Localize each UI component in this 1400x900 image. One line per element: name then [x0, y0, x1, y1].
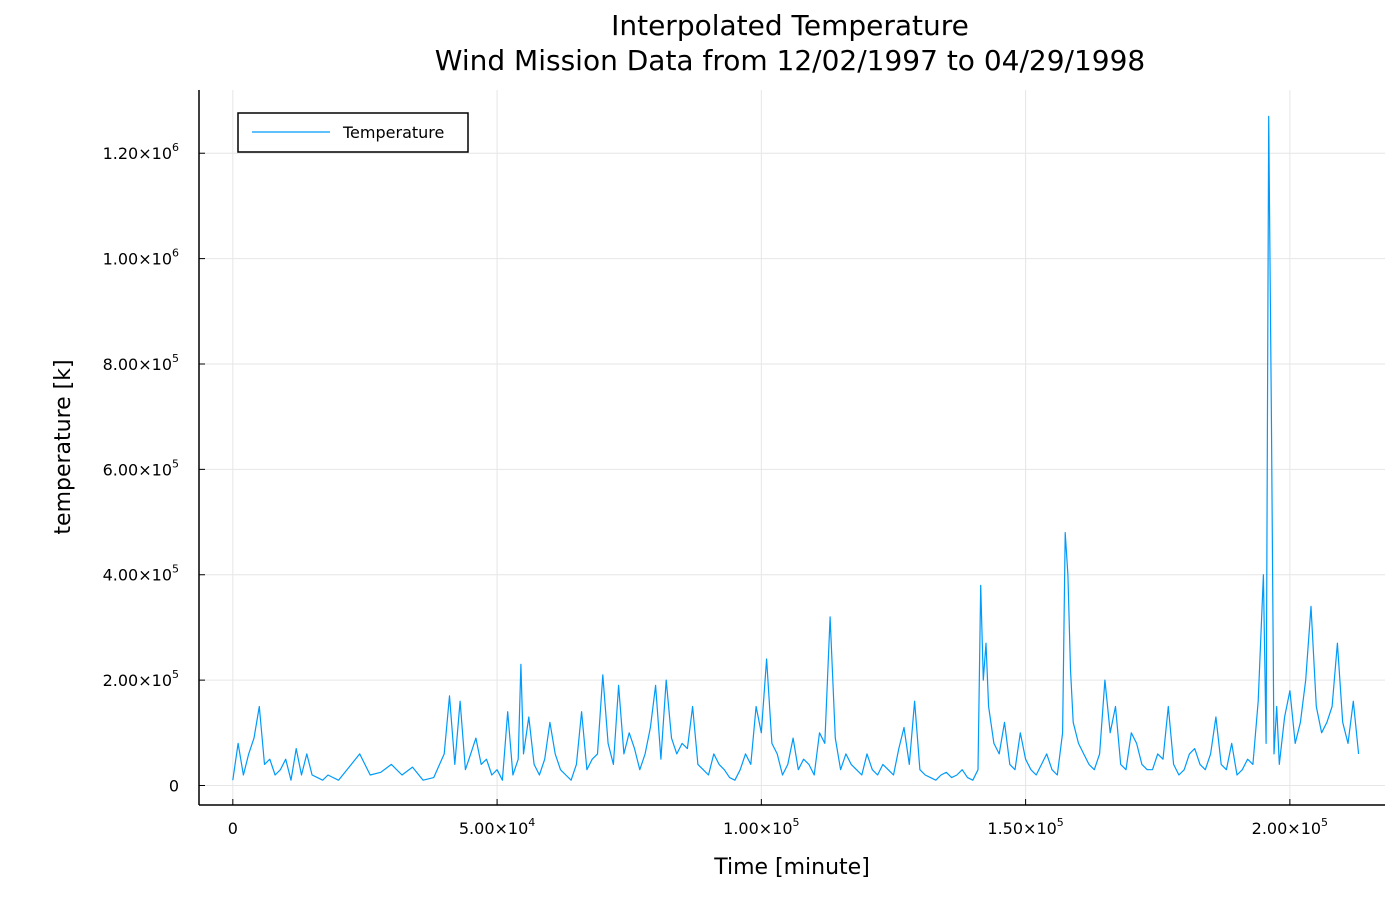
- y-tick-mantissa: 0: [169, 777, 179, 796]
- series-line-temperature: [232, 115, 1360, 781]
- y-tick-exponent: 5: [172, 563, 179, 576]
- y-tick-label: 6.00×105: [103, 457, 179, 479]
- y-tick-label: 1.00×106: [103, 247, 179, 269]
- x-tick-label: 2.00×105: [1252, 816, 1328, 838]
- x-tick-mantissa: 1.50×10: [987, 819, 1056, 838]
- grid: [199, 90, 1385, 805]
- x-tick-label: 1.50×105: [987, 816, 1063, 838]
- x-tick-label: 5.00×104: [459, 816, 535, 838]
- x-tick-exponent: 5: [1057, 816, 1064, 829]
- x-tick-label: 0: [228, 819, 238, 838]
- x-ticks: 0 5.00×104 1.00×105 1.50×105 2.00×105: [228, 799, 1328, 838]
- legend-box: [237, 112, 469, 153]
- plot-area: [232, 115, 1360, 781]
- legend: Temperature: [237, 112, 469, 153]
- y-tick-mantissa: 1.00×10: [103, 250, 172, 269]
- x-tick-exponent: 4: [528, 816, 535, 829]
- y-tick-mantissa: 6.00×10: [103, 460, 172, 479]
- x-tick-exponent: 5: [793, 816, 800, 829]
- y-tick-label: 8.00×105: [103, 352, 179, 374]
- chart-subtitle: Wind Mission Data from 12/02/1997 to 04/…: [435, 44, 1145, 77]
- y-tick-exponent: 6: [172, 141, 179, 154]
- x-tick-mantissa: 5.00×10: [459, 819, 528, 838]
- x-tick-label: 1.00×105: [723, 816, 799, 838]
- y-tick-mantissa: 2.00×10: [103, 671, 172, 690]
- x-tick-mantissa: 2.00×10: [1252, 819, 1321, 838]
- axes: [198, 90, 1385, 806]
- y-tick-mantissa: 8.00×10: [103, 355, 172, 374]
- y-tick-exponent: 5: [172, 352, 179, 365]
- y-tick-label: 2.00×105: [103, 668, 179, 690]
- y-ticks: 02.00×1054.00×1056.00×1058.00×1051.00×10…: [103, 141, 205, 796]
- y-tick-exponent: 5: [172, 457, 179, 470]
- y-tick-mantissa: 4.00×10: [103, 566, 172, 585]
- x-axis-label: Time [minute]: [713, 855, 870, 880]
- y-tick-label: 0: [169, 777, 179, 796]
- y-tick-mantissa: 1.20×10: [103, 144, 172, 163]
- legend-label-temperature: Temperature: [342, 123, 444, 142]
- y-tick-label: 4.00×105: [103, 563, 179, 585]
- chart-title: Interpolated Temperature: [611, 9, 969, 42]
- x-tick-mantissa: 1.00×10: [723, 819, 792, 838]
- x-tick-exponent: 5: [1321, 816, 1328, 829]
- y-axis-label: temperature [k]: [51, 359, 76, 534]
- x-tick-mantissa: 0: [228, 819, 238, 838]
- y-tick-exponent: 6: [172, 247, 179, 260]
- y-tick-label: 1.20×106: [103, 141, 179, 163]
- y-tick-exponent: 5: [172, 668, 179, 681]
